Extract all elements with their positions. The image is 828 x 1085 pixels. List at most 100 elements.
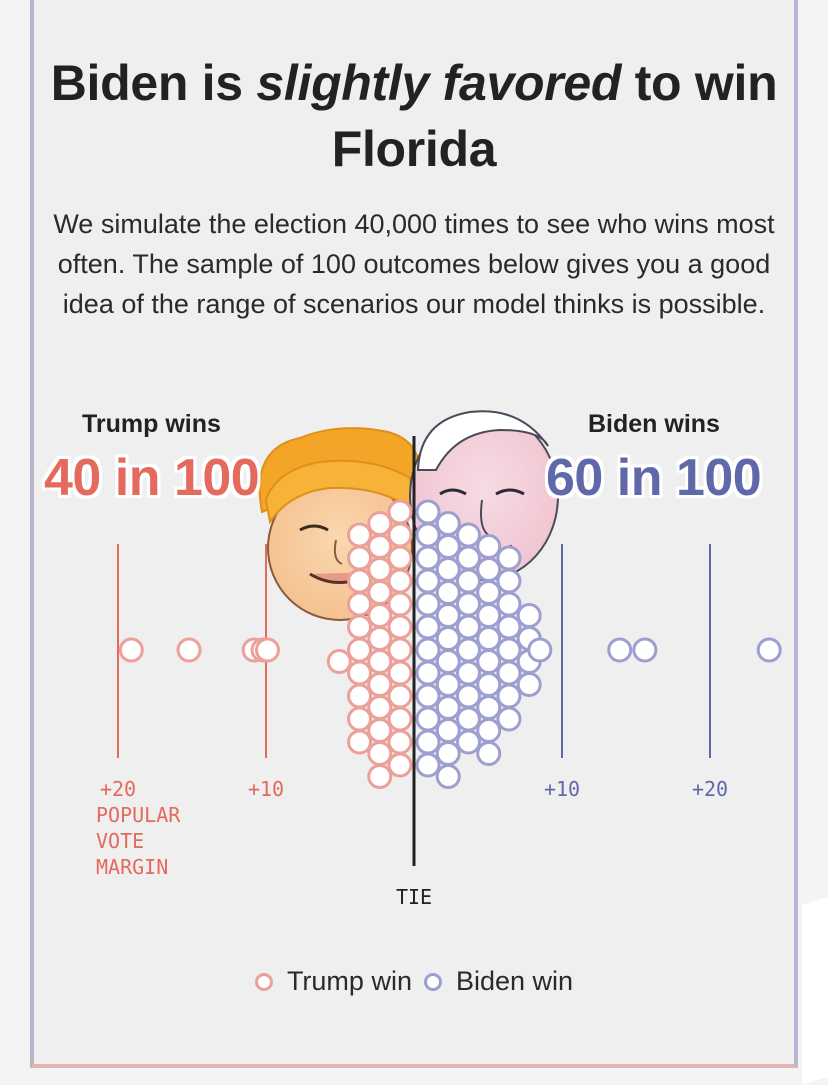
trump-outcome-dot <box>347 591 373 617</box>
tick-label: +20 <box>100 777 136 801</box>
biden-outcome-dot <box>455 637 481 663</box>
biden-outcome-dot <box>455 522 481 548</box>
trump-outcome-dot <box>347 568 373 594</box>
trump-outcome-dot <box>387 660 413 686</box>
biden-outcome-dot <box>527 637 553 663</box>
trump-outcome-dot <box>118 637 144 663</box>
biden-outcome-dot <box>476 534 502 559</box>
trump-outcome-dot <box>367 534 393 559</box>
biden-outcome-dot <box>455 614 481 640</box>
trump-outcome-dot <box>347 660 373 686</box>
biden-outcome-dot <box>435 603 461 628</box>
biden-outcome-dot <box>476 695 502 720</box>
trump-outcome-dot <box>387 706 413 732</box>
biden-outcome-dot <box>632 637 658 663</box>
trump-outcome-dot <box>347 706 373 732</box>
tick-label: +10 <box>544 777 580 801</box>
biden-outcome-dot <box>435 672 461 697</box>
trump-outcome-dot <box>387 499 413 525</box>
trump-outcome-dot <box>367 580 393 605</box>
headline-emphasis: slightly favored <box>256 55 622 111</box>
trump-outcome-dot <box>347 637 373 663</box>
legend-biden: Biden win <box>423 966 574 997</box>
biden-wins-count: 60 in 100 <box>546 449 762 507</box>
biden-outcome-dot <box>415 637 441 663</box>
trump-outcome-dot <box>367 695 393 720</box>
biden-outcome-dot <box>516 672 542 697</box>
biden-outcome-dot <box>476 626 502 651</box>
biden-outcome-dot <box>435 626 461 651</box>
trump-outcome-dot <box>176 637 202 663</box>
biden-outcome-dot <box>415 591 441 617</box>
trump-outcome-dot <box>347 683 373 709</box>
headline-part1: Biden is <box>50 55 257 111</box>
biden-outcome-dot <box>415 683 441 709</box>
axis-caption-line: POPULAR <box>96 803 181 827</box>
biden-outcome-dot <box>496 706 522 732</box>
biden-outcome-dot <box>476 718 502 743</box>
biden-outcome-dot <box>415 522 441 548</box>
biden-wins-label: Biden wins <box>588 410 720 438</box>
trump-outcome-dot <box>387 752 413 778</box>
trump-outcome-dot <box>347 614 373 640</box>
biden-outcome-dot <box>496 591 522 617</box>
biden-outcome-dot <box>415 568 441 594</box>
legend-trump: Trump win <box>254 966 412 997</box>
biden-outcome-dot <box>435 741 461 766</box>
trump-wins-count: 40 in 100 <box>44 449 260 507</box>
trump-outcome-dot <box>347 729 373 755</box>
trump-outcome-dot <box>254 637 280 663</box>
biden-outcome-dot <box>476 741 502 766</box>
trump-outcome-dot <box>387 568 413 594</box>
trump-outcome-dot <box>387 522 413 548</box>
headline: Biden is slightly favored to win Florida <box>34 50 794 182</box>
biden-outcome-dot <box>607 637 633 663</box>
legend-trump-label: Trump win <box>286 966 412 996</box>
trump-outcome-dot <box>387 637 413 663</box>
trump-outcome-dot <box>367 557 393 582</box>
biden-outcome-dot <box>455 545 481 571</box>
biden-outcome-dot <box>516 603 542 628</box>
biden-outcome-dot <box>496 637 522 663</box>
biden-outcome-dot <box>435 695 461 720</box>
trump-outcome-dot <box>387 614 413 640</box>
legend: Trump win Biden win <box>0 966 828 997</box>
biden-outcome-dot <box>435 557 461 582</box>
trump-outcome-dot <box>387 591 413 617</box>
biden-outcome-dot <box>496 683 522 709</box>
biden-outcome-dot <box>476 580 502 605</box>
headline-part2: to win Florida <box>331 55 778 177</box>
biden-outcome-dot <box>435 764 461 789</box>
trump-outcome-dot <box>367 649 393 674</box>
biden-outcome-dot <box>415 614 441 640</box>
biden-outcome-dot <box>455 706 481 732</box>
biden-outcome-dot <box>496 545 522 571</box>
trump-dot-icon <box>254 972 273 991</box>
biden-outcome-dot <box>415 545 441 571</box>
trump-outcome-dot <box>367 741 393 766</box>
biden-outcome-dot <box>435 580 461 605</box>
trump-outcome-dot <box>326 649 352 674</box>
biden-outcome-dot <box>476 672 502 697</box>
trump-outcome-dot <box>367 672 393 697</box>
trump-outcome-dot <box>367 626 393 651</box>
biden-outcome-dot <box>496 660 522 686</box>
biden-outcome-dot <box>455 660 481 686</box>
biden-outcome-dot <box>455 591 481 617</box>
biden-outcome-dot <box>476 603 502 628</box>
tie-label: TIE <box>396 885 432 909</box>
axis-caption-line: MARGIN <box>96 855 168 879</box>
biden-outcome-dot <box>415 729 441 755</box>
biden-dot-icon <box>423 972 442 991</box>
trump-outcome-dot <box>347 522 373 548</box>
biden-outcome-dot <box>415 752 441 778</box>
trump-outcome-dot <box>367 718 393 743</box>
biden-outcome-dot <box>415 706 441 732</box>
trump-outcome-dot <box>387 683 413 709</box>
trump-wins-label: Trump wins <box>82 410 221 438</box>
biden-outcome-dot <box>455 683 481 709</box>
legend-biden-label: Biden win <box>455 966 574 996</box>
trump-outcome-dot <box>367 603 393 628</box>
biden-outcome-dot <box>455 568 481 594</box>
